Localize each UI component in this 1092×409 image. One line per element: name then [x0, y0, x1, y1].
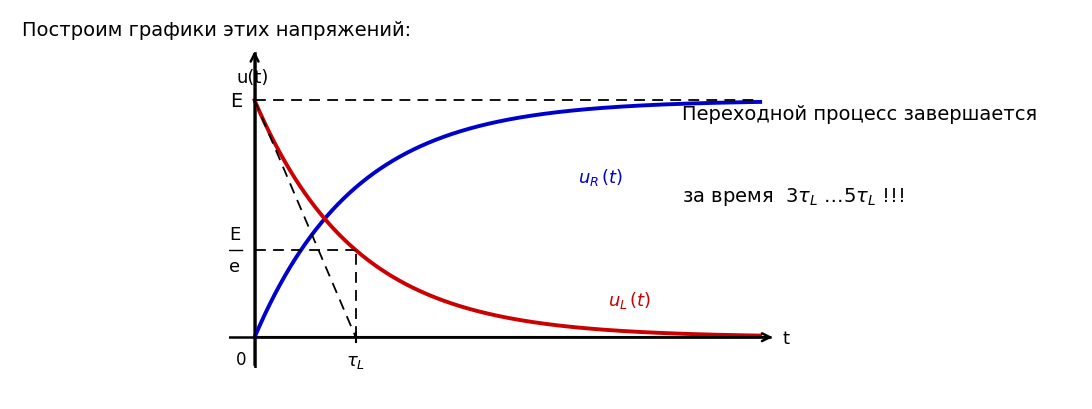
Text: E: E	[228, 225, 240, 243]
Text: u(t): u(t)	[236, 69, 269, 87]
Text: $u_R\,(t)$: $u_R\,(t)$	[578, 166, 624, 187]
Text: за время  $3\tau_L$ …$5\tau_L$ !!!: за время $3\tau_L$ …$5\tau_L$ !!!	[682, 185, 905, 207]
Text: 0: 0	[236, 350, 247, 368]
Text: E: E	[230, 92, 242, 110]
Text: Построим графики этих напряжений:: Построим графики этих напряжений:	[22, 20, 411, 39]
Text: $\tau_L$: $\tau_L$	[346, 352, 365, 370]
Text: t: t	[782, 330, 790, 348]
Text: e: e	[229, 258, 240, 276]
Text: $u_L\,(t)$: $u_L\,(t)$	[608, 289, 652, 310]
Text: Переходной процесс завершается: Переходной процесс завершается	[682, 105, 1037, 124]
